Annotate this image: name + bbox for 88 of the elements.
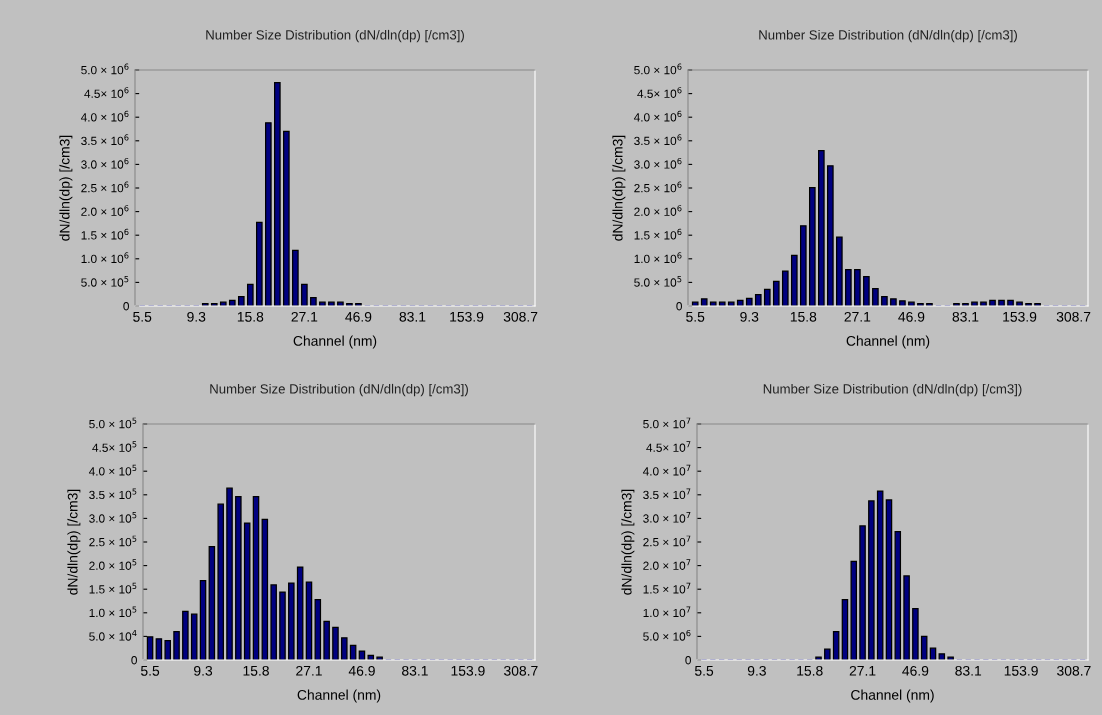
y-tick-label: 1.0 × 10$^{6}$ — [81, 252, 129, 264]
x-tick-label: 308.7 — [504, 665, 538, 676]
y-tick-label: 3.0 × 10$^{7}$ — [643, 512, 691, 523]
y-tick-label: 1.5 × 10$^{6}$ — [634, 228, 682, 240]
y-tick-label: 4.0 × 10$^{5}$ — [88, 464, 137, 476]
x-tick-label: 15.8 — [797, 665, 823, 676]
y-tick-label: 2.5 × 10$^{6}$ — [634, 181, 682, 193]
x-tick-label: 15.8 — [237, 311, 264, 322]
chart-title: Number Size Distribution (dN/dln(dp) [/cm3]) — [210, 383, 468, 397]
y-tick-label: 3.5 × 10$^{7}$ — [643, 488, 691, 500]
x-tick-label: 9.3 — [194, 665, 213, 676]
x-tick-label: 308.7 — [1056, 311, 1091, 322]
y-tick-label: 4.0 × 10$^{6}$ — [80, 110, 129, 122]
x-axis-title: Channel (nm) — [851, 689, 934, 703]
y-tick-label: 0 — [685, 656, 691, 665]
y-tick-label: 1.5 × 10$^{5}$ — [89, 582, 137, 594]
y-tick-label: 3.5 × 10$^{6}$ — [634, 134, 682, 146]
y-tick-label: 5.0 × 10$^{7}$ — [643, 417, 691, 429]
chart-title: Number Size Distribution (dN/dln(dp) [/cm3]) — [206, 29, 464, 43]
y-tick-label: 2.5 × 10$^{6}$ — [81, 181, 129, 193]
y-tick-label: 5.0 × 10$^{5}$ — [634, 276, 682, 287]
y-axis-title: dN/dln(dp) [/cm3] — [621, 489, 635, 595]
x-tick-label: 15.8 — [243, 665, 269, 676]
x-tick-label: 9.3 — [747, 665, 766, 676]
y-tick-label: 4.5× 10$^{6}$ — [84, 87, 129, 98]
x-tick-label: 5.5 — [140, 666, 160, 676]
x-tick-label: 46.9 — [902, 665, 929, 676]
y-tick-label: 5.0 × 10$^{5}$ — [89, 417, 137, 429]
y-tick-label: 2.0 × 10$^{7}$ — [643, 559, 691, 570]
x-tick-label: 308.7 — [503, 311, 538, 322]
y-tick-label: 1.0 × 10$^{5}$ — [89, 606, 137, 618]
x-tick-label: 15.8 — [790, 311, 817, 322]
y-tick-label: 2.0 × 10$^{6}$ — [634, 205, 682, 216]
x-tick-label: 27.1 — [296, 665, 322, 676]
y-tick-label: 3.5 × 10$^{5}$ — [89, 488, 137, 500]
y-axis-title: dN/dln(dp) [/cm3] — [59, 135, 73, 241]
y-tick-label: 5.0 × 10$^{5}$ — [81, 276, 129, 287]
y-tick-label: 2.5 × 10$^{7}$ — [643, 535, 691, 547]
x-tick-label: 5.5 — [686, 312, 705, 322]
y-tick-label: 0 — [131, 656, 137, 665]
y-tick-label: 0 — [676, 302, 682, 311]
y-tick-label: 4.0 × 10$^{7}$ — [642, 464, 691, 476]
y-tick-label: 5.0 × 10$^{6}$ — [81, 63, 129, 75]
x-tick-label: 153.9 — [451, 665, 485, 676]
y-tick-label: 2.0 × 10$^{6}$ — [81, 205, 129, 216]
x-tick-label: 46.9 — [348, 665, 375, 676]
x-tick-label: 27.1 — [291, 311, 318, 322]
x-tick-label: 83.1 — [955, 665, 982, 676]
x-tick-label: 5.5 — [133, 312, 152, 322]
x-tick-label: 83.1 — [952, 311, 979, 322]
x-tick-label: 5.5 — [694, 666, 714, 676]
x-tick-label: 46.9 — [898, 311, 925, 322]
y-tick-label: 3.5 × 10$^{6}$ — [81, 134, 129, 146]
y-tick-label: 1.0 × 10$^{7}$ — [643, 606, 691, 618]
x-tick-label: 83.1 — [402, 665, 428, 676]
x-tick-label: 153.9 — [1003, 311, 1037, 322]
y-tick-label: 0 — [123, 302, 129, 311]
y-axis-title: dN/dln(dp) [/cm3] — [67, 489, 81, 595]
y-tick-label: 5.0 × 10$^{6}$ — [643, 629, 691, 641]
x-axis-title: Channel (nm) — [297, 689, 381, 703]
x-tick-label: 308.7 — [1057, 665, 1091, 676]
chart-title: Number Size Distribution (dN/dln(dp) [/cm3]) — [763, 383, 1022, 397]
y-tick-label: 4.0 × 10$^{6}$ — [633, 110, 682, 122]
y-tick-label: 4.5× 10$^{7}$ — [646, 441, 691, 452]
x-tick-label: 83.1 — [399, 311, 426, 322]
x-tick-label: 153.9 — [1004, 665, 1038, 676]
x-axis-title: Channel (nm) — [846, 335, 930, 349]
chart-title: Number Size Distribution (dN/dln(dp) [/cm3]) — [759, 29, 1017, 43]
y-tick-label: 5.0 × 10$^{6}$ — [634, 63, 682, 75]
x-tick-label: 27.1 — [849, 665, 876, 676]
y-tick-label: 1.0 × 10$^{6}$ — [634, 252, 682, 264]
y-tick-label: 3.0 × 10$^{6}$ — [81, 157, 129, 169]
x-tick-label: 46.9 — [345, 311, 372, 322]
y-tick-label: 4.5× 10$^{6}$ — [637, 87, 682, 98]
y-tick-label: 3.0 × 10$^{6}$ — [634, 157, 682, 169]
y-tick-label: 1.5 × 10$^{6}$ — [81, 228, 129, 240]
y-tick-label: 5.0 × 10$^{4}$ — [89, 630, 137, 641]
y-tick-label: 2.5 × 10$^{5}$ — [89, 535, 137, 547]
y-tick-label: 2.0 × 10$^{5}$ — [89, 559, 137, 570]
x-tick-label: 153.9 — [450, 311, 484, 322]
x-tick-label: 27.1 — [844, 311, 871, 322]
y-tick-label: 1.5 × 10$^{7}$ — [643, 582, 691, 594]
x-tick-label: 9.3 — [740, 311, 759, 322]
y-tick-label: 4.5× 10$^{5}$ — [92, 441, 137, 452]
x-axis-title: Channel (nm) — [293, 335, 377, 349]
y-axis-title: dN/dln(dp) [/cm3] — [612, 135, 626, 241]
x-tick-label: 9.3 — [187, 311, 206, 322]
y-tick-label: 3.0 × 10$^{5}$ — [89, 512, 137, 523]
